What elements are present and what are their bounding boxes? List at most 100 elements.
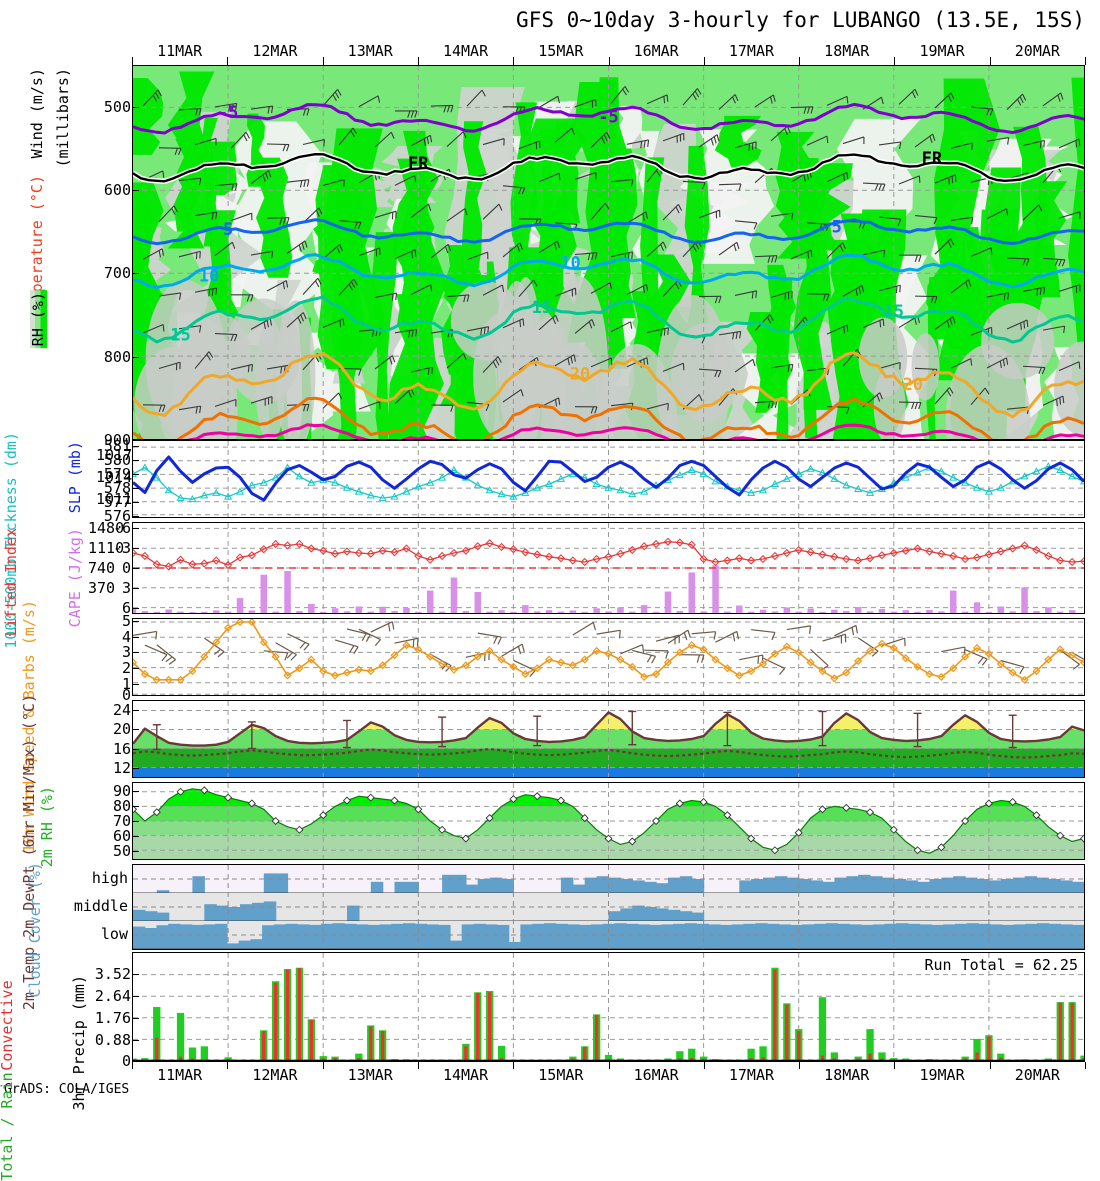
panel-10m-wind[interactable] bbox=[132, 618, 1085, 696]
cape-bar bbox=[498, 610, 505, 613]
cloud-cover-bar bbox=[427, 924, 439, 949]
cloud-cover-bar bbox=[415, 924, 427, 949]
cloud-cover-bar bbox=[1036, 878, 1049, 893]
cape-bar bbox=[213, 610, 220, 613]
cape-bar bbox=[724, 612, 731, 613]
cape-bar bbox=[570, 610, 577, 613]
y-tick bbox=[133, 548, 139, 549]
cloud-cover-bar bbox=[767, 924, 779, 949]
y-tick bbox=[133, 460, 139, 461]
cloud-cover-bar bbox=[656, 908, 669, 921]
cloud-cover-bar bbox=[1060, 880, 1073, 893]
cloud-cover-bar bbox=[192, 925, 204, 949]
y-tick bbox=[133, 1018, 139, 1019]
cloud-row-label: middle bbox=[74, 897, 128, 915]
cloud-cover-bar bbox=[454, 875, 467, 893]
cape-bar bbox=[712, 565, 719, 613]
y-tick-label: 500 bbox=[104, 98, 131, 116]
cloud-cover-bar bbox=[967, 923, 979, 949]
panel-cloud-cover[interactable] bbox=[132, 864, 1085, 950]
cloud-cover-bar bbox=[502, 879, 515, 893]
y-tick-label-slp: 1014 bbox=[96, 468, 132, 486]
panel-2m-rh[interactable] bbox=[132, 782, 1085, 860]
cape-bar bbox=[1009, 611, 1016, 613]
cloud-cover-bar bbox=[692, 879, 705, 893]
axis-label-wind: Wind (m/s) bbox=[30, 68, 45, 158]
y-tick-label: 0.88 bbox=[95, 1031, 131, 1049]
y-tick-label: 0 bbox=[122, 1052, 131, 1070]
cloud-cover-bar bbox=[603, 924, 615, 949]
cloud-cover-bar bbox=[203, 924, 215, 949]
panel-precipitation[interactable]: Run Total = 62.25 bbox=[132, 952, 1085, 1062]
cloud-cover-bar bbox=[1072, 882, 1084, 893]
cape-bar bbox=[189, 612, 196, 613]
cloud-cover-bar bbox=[474, 924, 486, 949]
cloud-cover-bar bbox=[814, 924, 826, 949]
cloud-cover-bar bbox=[692, 913, 705, 921]
cloud-cover-bar bbox=[485, 924, 497, 949]
cape-bar bbox=[736, 606, 743, 614]
axis-tick bbox=[227, 57, 228, 65]
precip-convective-bar bbox=[262, 1031, 265, 1061]
cloud-cover-bar bbox=[145, 911, 158, 921]
cape-bar bbox=[534, 611, 541, 613]
date-label-bottom: 11MAR bbox=[157, 1066, 202, 1084]
cloud-cover-bar bbox=[157, 925, 169, 949]
cape-bar bbox=[296, 611, 303, 613]
axis-tick bbox=[704, 57, 705, 65]
cape-bar bbox=[807, 609, 814, 613]
precip-convective-bar bbox=[274, 983, 277, 1061]
panel-slp-thickness[interactable] bbox=[132, 440, 1085, 518]
y-tick bbox=[133, 488, 139, 489]
cloud-cover-bar bbox=[943, 924, 955, 949]
date-label-bottom: 13MAR bbox=[348, 1066, 393, 1084]
cape-bar bbox=[891, 612, 898, 613]
cloud-cover-bar bbox=[561, 878, 574, 893]
cloud-cover-bar bbox=[1013, 878, 1025, 893]
y-tick bbox=[133, 568, 139, 569]
y-tick-label: 700 bbox=[104, 264, 131, 282]
y-tick bbox=[133, 821, 139, 822]
cape-bar bbox=[831, 610, 838, 613]
cape-bar bbox=[546, 610, 553, 613]
cape-bar bbox=[154, 612, 161, 613]
panel-2m-temperature[interactable] bbox=[132, 700, 1085, 778]
y-tick bbox=[133, 695, 139, 696]
cloud-cover-bar bbox=[442, 875, 455, 893]
cloud-cover-bar bbox=[567, 924, 579, 949]
cape-bar bbox=[986, 612, 993, 613]
panel-cape-lifted-index[interactable] bbox=[132, 522, 1085, 614]
cloud-cover-bar bbox=[368, 925, 380, 949]
cloud-cover-bar bbox=[751, 879, 764, 893]
y-tick bbox=[133, 1061, 139, 1062]
y-tick-label: 1.76 bbox=[95, 1009, 131, 1027]
y-tick bbox=[133, 588, 139, 589]
precip-legend-total: Total / Rain bbox=[0, 1072, 15, 1180]
cloud-cover-bar bbox=[894, 879, 907, 893]
cloud-cover-bar bbox=[264, 901, 277, 921]
cloud-cover-bar bbox=[1025, 924, 1037, 949]
cloud-cover-bar bbox=[264, 873, 277, 893]
date-label-top: 14MAR bbox=[443, 42, 488, 60]
cape-bar bbox=[1069, 610, 1076, 613]
cape-bar bbox=[427, 591, 434, 613]
cloud-cover-bar bbox=[262, 925, 274, 949]
precip-convective-bar bbox=[785, 1005, 788, 1062]
cape-bar bbox=[605, 611, 612, 613]
y-tick bbox=[133, 474, 139, 475]
cloud-cover-bar bbox=[478, 879, 491, 893]
cape-bar bbox=[962, 612, 969, 613]
cape-bar bbox=[843, 611, 850, 613]
axis-tick bbox=[132, 1062, 133, 1069]
cloud-cover-bar bbox=[644, 907, 657, 921]
cape-bar bbox=[165, 610, 172, 614]
precip-total-bar bbox=[201, 1046, 208, 1061]
cloud-cover-bar bbox=[908, 924, 920, 949]
y-tick bbox=[133, 836, 139, 837]
contour-label: 10 bbox=[560, 253, 580, 273]
date-label-top: 18MAR bbox=[824, 42, 869, 60]
cloud-cover-bar bbox=[1002, 925, 1014, 949]
cloud-cover-bar bbox=[490, 878, 503, 893]
cloud-cover-bar bbox=[896, 923, 908, 949]
